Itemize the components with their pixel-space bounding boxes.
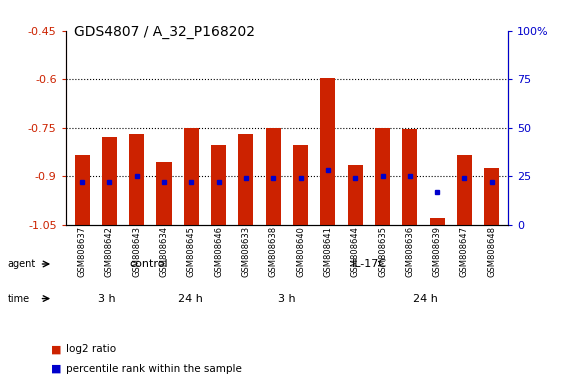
Bar: [320, 78, 335, 225]
Text: control: control: [129, 259, 168, 269]
Bar: [293, 146, 308, 225]
Bar: [156, 162, 171, 225]
Bar: [211, 146, 226, 225]
Bar: [375, 128, 390, 225]
Bar: [75, 155, 90, 225]
Text: 3 h: 3 h: [278, 293, 296, 304]
Bar: [457, 155, 472, 225]
Bar: [484, 168, 499, 225]
Text: 24 h: 24 h: [178, 293, 203, 304]
Text: ■: ■: [51, 364, 62, 374]
Text: time: time: [7, 293, 30, 304]
Text: IL-17C: IL-17C: [352, 259, 388, 269]
Bar: [239, 134, 254, 225]
Bar: [403, 129, 417, 225]
Bar: [102, 137, 117, 225]
Text: agent: agent: [7, 259, 35, 269]
Text: log2 ratio: log2 ratio: [66, 344, 116, 354]
Text: ■: ■: [51, 344, 62, 354]
Bar: [184, 128, 199, 225]
Bar: [266, 128, 281, 225]
Text: GDS4807 / A_32_P168202: GDS4807 / A_32_P168202: [74, 25, 255, 39]
Bar: [429, 218, 445, 225]
Text: percentile rank within the sample: percentile rank within the sample: [66, 364, 242, 374]
Bar: [348, 165, 363, 225]
Bar: [129, 134, 144, 225]
Text: 24 h: 24 h: [413, 293, 437, 304]
Text: 3 h: 3 h: [98, 293, 116, 304]
